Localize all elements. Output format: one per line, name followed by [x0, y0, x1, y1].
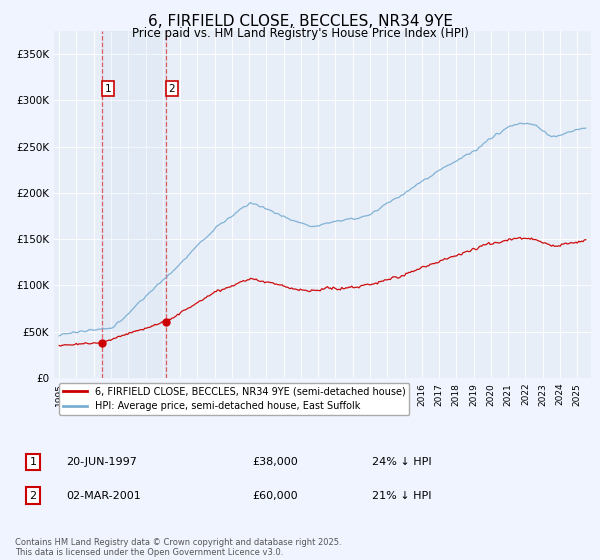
Text: £38,000: £38,000: [252, 457, 298, 467]
Text: 1: 1: [29, 457, 37, 467]
Text: 24% ↓ HPI: 24% ↓ HPI: [372, 457, 431, 467]
Text: 21% ↓ HPI: 21% ↓ HPI: [372, 491, 431, 501]
Text: 2: 2: [169, 83, 175, 94]
Text: 6, FIRFIELD CLOSE, BECCLES, NR34 9YE: 6, FIRFIELD CLOSE, BECCLES, NR34 9YE: [148, 14, 452, 29]
Text: Contains HM Land Registry data © Crown copyright and database right 2025.
This d: Contains HM Land Registry data © Crown c…: [15, 538, 341, 557]
Text: 02-MAR-2001: 02-MAR-2001: [66, 491, 141, 501]
Text: 20-JUN-1997: 20-JUN-1997: [66, 457, 137, 467]
Text: 1: 1: [104, 83, 111, 94]
Legend: 6, FIRFIELD CLOSE, BECCLES, NR34 9YE (semi-detached house), HPI: Average price, : 6, FIRFIELD CLOSE, BECCLES, NR34 9YE (se…: [59, 382, 409, 416]
Text: 2: 2: [29, 491, 37, 501]
Text: Price paid vs. HM Land Registry's House Price Index (HPI): Price paid vs. HM Land Registry's House …: [131, 27, 469, 40]
Bar: [102, 31, 166, 378]
Text: £60,000: £60,000: [252, 491, 298, 501]
